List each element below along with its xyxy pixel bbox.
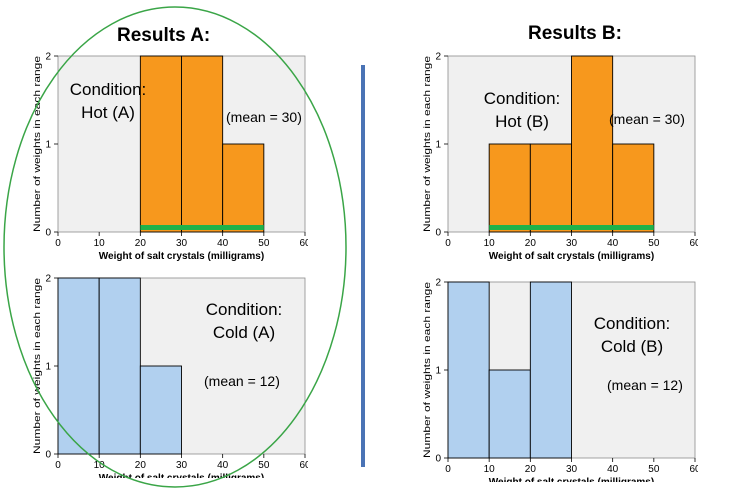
condition-label-cold-b: Condition: Cold (B) (580, 312, 684, 358)
x-tick-label: 20 (525, 464, 537, 475)
y-tick-label: 2 (45, 52, 51, 63)
range-bar (489, 225, 654, 230)
x-tick-label: 60 (689, 464, 698, 475)
y-tick-label: 2 (435, 52, 441, 63)
divider-line (361, 65, 365, 467)
x-tick-label: 60 (299, 460, 308, 471)
results-a-ellipse-outline (3, 6, 347, 488)
results-b-title: Results B: (528, 23, 622, 44)
x-tick-label: 10 (484, 464, 496, 475)
x-tick-label: 20 (135, 460, 147, 471)
histogram-bar-1 (529, 143, 572, 233)
histogram-bar-1 (98, 277, 141, 455)
y-axis-label: Number of weights in each range (422, 56, 432, 232)
condition-label-hot-a: Condition: Hot (A) (62, 78, 154, 124)
y-tick-label: 1 (45, 140, 51, 151)
histogram-bar-0 (139, 55, 182, 233)
histogram-bar-0 (447, 281, 490, 459)
histogram-bar-2 (529, 281, 572, 459)
x-tick-label: 10 (94, 238, 106, 249)
x-tick-label: 40 (607, 464, 619, 475)
x-tick-label: 30 (566, 238, 578, 249)
condition-name: Cold (A) (212, 323, 276, 342)
y-axis-label: Number of weights in each range (32, 56, 42, 232)
x-tick-label: 50 (648, 238, 660, 249)
x-tick-label: 40 (217, 460, 229, 471)
histogram-bar-2 (571, 55, 614, 233)
histogram-bar-2 (139, 365, 182, 455)
x-axis-label: Weight of salt crystals (milligrams) (99, 473, 264, 478)
mean-label-hot-b: (mean = 30) (609, 111, 685, 127)
range-bar (140, 225, 264, 230)
x-axis-label: Weight of salt crystals (milligrams) (489, 251, 654, 262)
y-tick-label: 1 (435, 140, 441, 151)
x-tick-label: 0 (445, 464, 451, 475)
histogram-bar-0 (488, 143, 531, 233)
x-tick-label: 30 (176, 460, 188, 471)
x-axis-label: Weight of salt crystals (milligrams) (489, 477, 654, 482)
x-tick-label: 0 (55, 460, 61, 471)
condition-heading: Condition: (593, 314, 671, 333)
y-tick-label: 0 (45, 450, 51, 461)
histogram-bar-1 (488, 369, 531, 459)
x-tick-label: 10 (484, 238, 496, 249)
histogram-bar-0 (57, 277, 100, 455)
y-tick-label: 0 (435, 228, 441, 239)
x-axis-label: Weight of salt crystals (milligrams) (99, 251, 264, 262)
x-tick-label: 30 (566, 464, 578, 475)
x-tick-label: 30 (176, 238, 188, 249)
histogram-bar-3 (612, 143, 655, 233)
condition-heading: Condition: (205, 300, 283, 319)
y-axis-label: Number of weights in each range (32, 278, 42, 454)
y-tick-label: 1 (45, 362, 51, 373)
x-tick-label: 0 (445, 238, 451, 249)
condition-name: Hot (B) (495, 112, 549, 131)
y-tick-label: 2 (435, 278, 441, 289)
y-tick-label: 2 (45, 274, 51, 285)
y-tick-label: 0 (45, 228, 51, 239)
x-tick-label: 50 (258, 238, 270, 249)
results-a-title: Results A: (117, 25, 211, 46)
mean-label-cold-a: (mean = 12) (204, 373, 280, 389)
x-tick-label: 20 (135, 238, 147, 249)
histogram-bar-1 (181, 55, 224, 233)
x-tick-label: 60 (689, 238, 698, 249)
y-axis-label: Number of weights in each range (422, 282, 432, 458)
x-tick-label: 20 (525, 238, 537, 249)
mean-label-cold-b: (mean = 12) (607, 377, 683, 393)
condition-heading: Condition: (69, 80, 147, 99)
condition-name: Cold (B) (600, 337, 664, 356)
x-tick-label: 10 (94, 460, 106, 471)
y-tick-label: 1 (435, 366, 441, 377)
x-tick-label: 50 (648, 464, 660, 475)
mean-label-hot-a: (mean = 30) (226, 109, 302, 125)
x-tick-label: 50 (258, 460, 270, 471)
condition-name: Hot (A) (81, 103, 135, 122)
x-tick-label: 40 (217, 238, 229, 249)
y-tick-label: 0 (435, 454, 441, 465)
condition-label-hot-b: Condition: Hot (B) (476, 87, 568, 133)
x-tick-label: 0 (55, 238, 61, 249)
x-tick-label: 60 (299, 238, 308, 249)
histogram-bar-2 (222, 143, 265, 233)
x-tick-label: 40 (607, 238, 619, 249)
condition-label-cold-a: Condition: Cold (A) (192, 298, 296, 344)
condition-heading: Condition: (483, 89, 561, 108)
